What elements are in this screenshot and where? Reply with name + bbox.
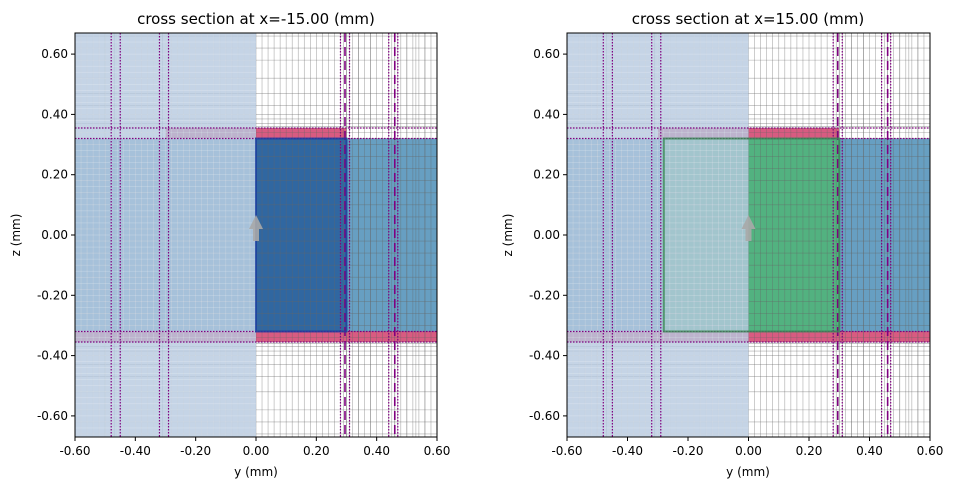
x-tick-label: -0.60 <box>59 444 90 458</box>
y-axis-label: z (mm) <box>501 214 515 257</box>
y-tick-label: 0.40 <box>533 107 560 121</box>
x-tick-label: 0.40 <box>856 444 883 458</box>
axis-ticks: -0.60 -0.40 -0.20 0.00 0.20 0.40 0.60 0.60 0.40 0… <box>529 47 943 458</box>
x-tick-label: 0.60 <box>917 444 944 458</box>
x-tick-label: 0.00 <box>243 444 270 458</box>
plot-area <box>74 32 438 438</box>
monitor-lines <box>567 33 930 437</box>
y-tick-label: 0.00 <box>41 228 68 242</box>
x-tick-label: 0.20 <box>303 444 330 458</box>
x-axis-label: y (mm) <box>726 465 770 479</box>
source-arrow-icon <box>249 214 263 241</box>
y-tick-label: -0.60 <box>529 409 560 423</box>
core-region <box>256 138 347 332</box>
y-axis-label: z (mm) <box>9 214 23 257</box>
left-cross-section-panel: cross section at x=-15.00 (mm) -0.60 -0.4… <box>9 10 450 479</box>
core-outline <box>662 137 841 333</box>
y-tick-label: -0.40 <box>37 349 68 363</box>
plot-body <box>567 33 930 437</box>
y-tick-label: 0.20 <box>533 168 560 182</box>
y-tick-label: 0.40 <box>41 107 68 121</box>
y-tick-label: -0.60 <box>37 409 68 423</box>
plot-body <box>75 33 437 437</box>
axis-ticks: -0.60 -0.40 -0.20 0.00 0.20 0.40 0.60 0.60 0.40 0… <box>37 47 450 458</box>
overlay-fine-mesh <box>75 33 256 437</box>
x-tick-label: 0.40 <box>363 444 390 458</box>
y-tick-label: -0.20 <box>529 288 560 302</box>
y-tick-label: -0.20 <box>37 288 68 302</box>
panel-title: cross section at x=15.00 (mm) <box>632 10 864 28</box>
x-tick-label: -0.20 <box>672 444 703 458</box>
right-cross-section-panel: cross section at x=15.00 (mm) -0.60 -0.40… <box>501 10 943 479</box>
y-tick-label: 0.20 <box>41 168 68 182</box>
x-tick-label: -0.20 <box>180 444 211 458</box>
monitor-lines <box>75 33 437 437</box>
x-tick-label: -0.40 <box>612 444 643 458</box>
y-tick-label: -0.40 <box>529 349 560 363</box>
pml-overlay <box>75 33 256 437</box>
x-tick-label: -0.60 <box>551 444 582 458</box>
x-tick-label: 0.00 <box>735 444 762 458</box>
pml-overlay <box>567 33 749 437</box>
plot-area <box>566 32 931 438</box>
x-tick-label: -0.40 <box>120 444 151 458</box>
y-tick-label: 0.00 <box>533 228 560 242</box>
x-tick-label: 0.60 <box>424 444 451 458</box>
source-arrow-icon <box>741 214 756 241</box>
x-tick-label: 0.20 <box>796 444 823 458</box>
y-tick-label: 0.60 <box>533 47 560 61</box>
x-axis-label: y (mm) <box>234 465 278 479</box>
y-tick-label: 0.60 <box>41 47 68 61</box>
panel-title: cross section at x=-15.00 (mm) <box>137 10 375 28</box>
